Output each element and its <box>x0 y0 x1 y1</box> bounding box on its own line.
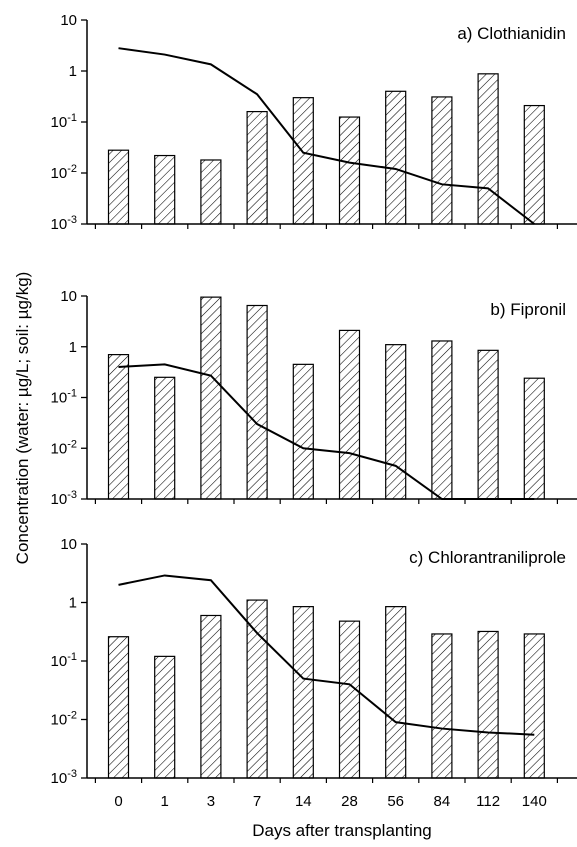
x-tick-label: 28 <box>341 793 358 810</box>
y-tick-label: 10 <box>60 12 77 29</box>
y-tick-label: 10-2 <box>51 710 77 729</box>
bar-112 <box>477 349 499 500</box>
x-tick-labels: 0 1 3 7 14 28 56 84 112 140 <box>114 793 546 810</box>
x-tick-label: 140 <box>522 793 547 810</box>
x-tick-label: 14 <box>295 793 312 810</box>
bar-56 <box>385 344 407 500</box>
line-series <box>118 363 535 500</box>
bar-0 <box>107 149 130 225</box>
bar-14 <box>292 606 314 779</box>
y-tick-label: 10-1 <box>51 112 77 131</box>
bar-3 <box>200 159 222 225</box>
bar-112 <box>477 630 499 779</box>
y-tick-label: 10 <box>60 536 77 553</box>
panel-title: c) Chlorantraniliprole <box>409 548 566 567</box>
y-tick-label: 10-2 <box>51 438 77 457</box>
y-tick-label: 10-3 <box>51 489 77 508</box>
panel-3: 10-3 10-2 10-1 1 10 c) Chlorantraniliprole <box>51 536 577 787</box>
bar-3 <box>200 296 222 500</box>
panel-2: 10-3 10-2 10-1 1 10 b) Fipronil <box>51 288 577 508</box>
x-axis-title: Days after transplanting <box>252 821 432 840</box>
y-tick-label: 10-1 <box>51 388 77 407</box>
bar-112 <box>477 73 499 225</box>
bar-84 <box>431 340 453 500</box>
x-tick-label: 84 <box>434 793 451 810</box>
bar-0 <box>107 354 130 500</box>
bar-1 <box>154 154 176 225</box>
bar-28 <box>338 329 361 500</box>
bar-56 <box>385 606 407 779</box>
bar-28 <box>338 116 361 225</box>
bar-84 <box>431 633 453 779</box>
bar-56 <box>385 90 407 225</box>
y-tick-label: 1 <box>69 595 77 612</box>
y-tick-label: 10-2 <box>51 163 77 182</box>
bar-140 <box>523 633 545 779</box>
y-tick-label: 10-1 <box>51 651 77 670</box>
bar-14 <box>292 97 314 225</box>
y-tick-label: 10-3 <box>51 214 77 233</box>
y-tick-label: 1 <box>69 63 77 80</box>
panel-title: b) Fipronil <box>490 300 566 319</box>
bar-7 <box>246 304 268 500</box>
bar-140 <box>523 377 545 500</box>
panel-1: 10-3 10-2 10-1 1 10 a) Clothianidin <box>51 12 577 233</box>
bar-7 <box>246 599 268 779</box>
bar-1 <box>154 655 176 779</box>
y-tick-label: 1 <box>69 339 77 356</box>
y-tick-label: 10-3 <box>51 768 77 787</box>
bar-7 <box>246 110 268 225</box>
panel-title: a) Clothianidin <box>457 24 566 43</box>
bar-84 <box>431 96 453 225</box>
x-tick-label: 1 <box>161 793 169 810</box>
x-tick-label: 56 <box>387 793 404 810</box>
bar-14 <box>292 363 314 500</box>
x-tick-label: 0 <box>114 793 122 810</box>
bar-28 <box>338 620 361 779</box>
line-series <box>118 574 535 736</box>
y-tick-label: 10 <box>60 288 77 305</box>
y-axis-title: Concentration (water: µg/L; soil: µg/kg) <box>13 272 32 565</box>
bar-1 <box>154 376 176 500</box>
x-tick-label: 3 <box>207 793 215 810</box>
bar-140 <box>523 104 545 225</box>
line-series <box>118 47 535 225</box>
bar-3 <box>200 614 222 779</box>
x-tick-label: 112 <box>476 793 500 810</box>
x-tick-label: 7 <box>253 793 261 810</box>
bar-0 <box>107 636 130 779</box>
